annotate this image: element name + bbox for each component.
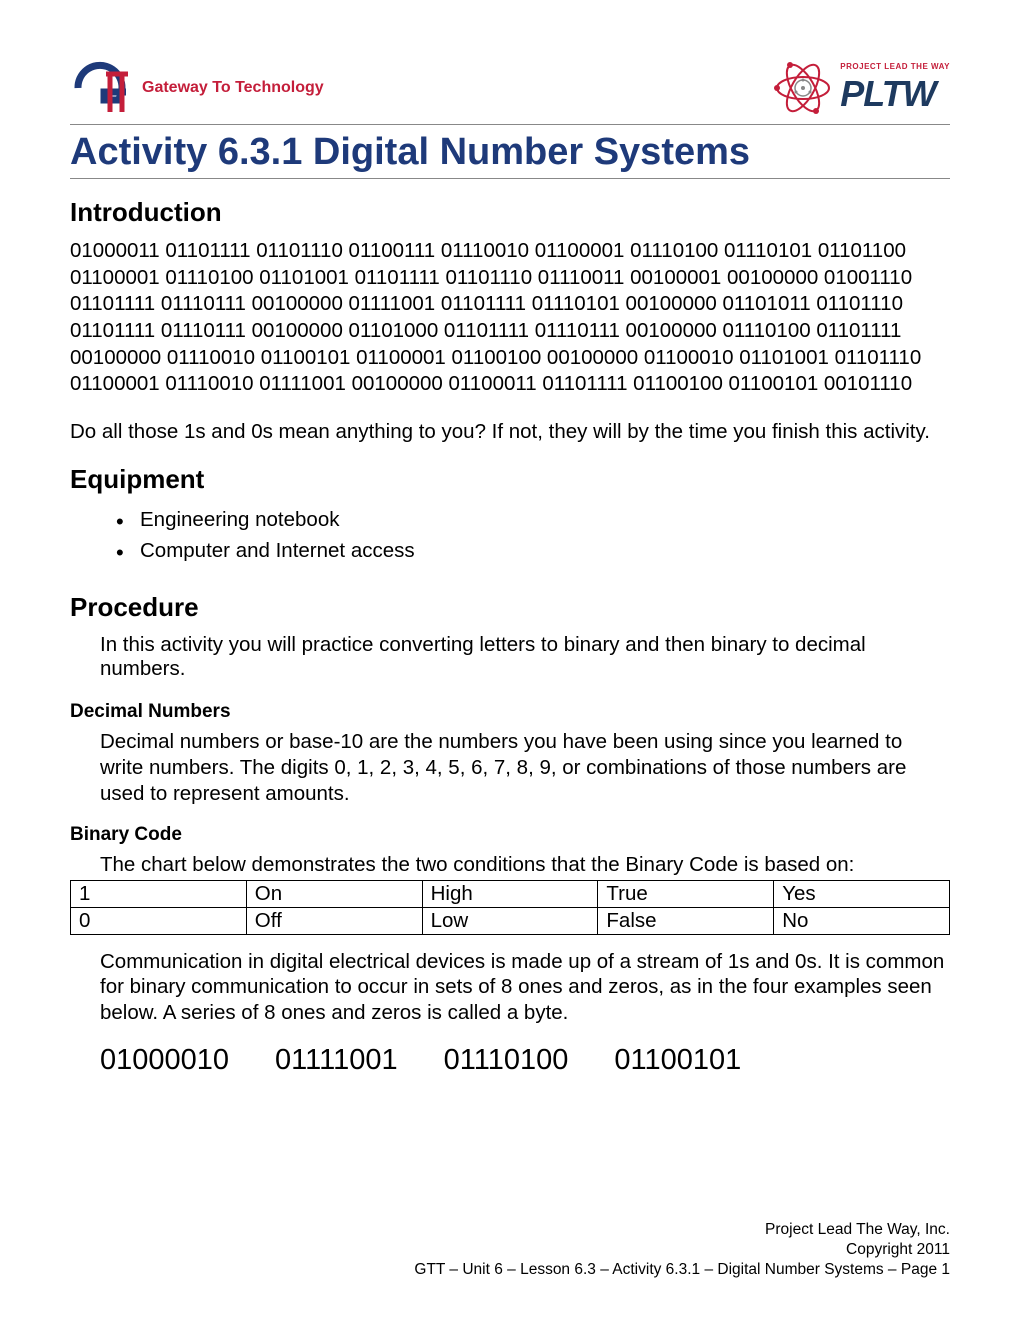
binarycode-intro: The chart below demonstrates the two con… xyxy=(70,852,950,878)
binarycode-subheading: Binary Code xyxy=(70,824,950,846)
equipment-list: Engineering notebook Computer and Intern… xyxy=(70,505,950,567)
table-cell: False xyxy=(598,907,774,934)
table-cell: True xyxy=(598,880,774,907)
gtt-logo: Gateway To Technology xyxy=(70,60,324,116)
footer-line: Copyright 2011 xyxy=(414,1240,950,1260)
gtt-text: Gateway To Technology xyxy=(142,79,324,97)
table-cell: Yes xyxy=(774,880,950,907)
binary-conditions-table: 1 On High True Yes 0 Off Low False No xyxy=(70,880,950,935)
byte-value: 01110100 xyxy=(444,1044,569,1077)
main-title: Activity 6.3.1 Digital Number Systems xyxy=(70,131,950,179)
table-cell: Low xyxy=(422,907,598,934)
procedure-heading: Procedure xyxy=(70,592,950,623)
decimal-subheading: Decimal Numbers xyxy=(70,701,950,723)
equipment-heading: Equipment xyxy=(70,464,950,495)
table-cell: On xyxy=(246,880,422,907)
footer-line: Project Lead The Way, Inc. xyxy=(414,1220,950,1240)
byte-value: 01111001 xyxy=(275,1044,398,1077)
list-item: Engineering notebook xyxy=(140,505,950,536)
communication-text: Communication in digital electrical devi… xyxy=(70,949,950,1026)
header-logos: Gateway To Technology PROJECT LEAD THE W… xyxy=(70,60,950,125)
table-cell: Off xyxy=(246,907,422,934)
decimal-text: Decimal numbers or base-10 are the numbe… xyxy=(70,729,950,806)
bytes-row: 01000010 01111001 01110100 01100101 xyxy=(70,1044,950,1077)
pltw-tagline: PROJECT LEAD THE WAY xyxy=(840,62,950,71)
table-row: 0 Off Low False No xyxy=(71,907,950,934)
table-cell: 0 xyxy=(71,907,247,934)
table-row: 1 On High True Yes xyxy=(71,880,950,907)
byte-value: 01100101 xyxy=(614,1044,741,1077)
table-cell: No xyxy=(774,907,950,934)
page-footer: Project Lead The Way, Inc. Copyright 201… xyxy=(414,1220,950,1280)
byte-value: 01000010 xyxy=(100,1044,229,1077)
intro-text: Do all those 1s and 0s mean anything to … xyxy=(70,420,950,444)
table-cell: 1 xyxy=(71,880,247,907)
procedure-text: In this activity you will practice conve… xyxy=(70,633,950,681)
pltw-text-block: PROJECT LEAD THE WAY PLTW xyxy=(840,62,950,115)
pltw-text: PLTW xyxy=(840,73,950,115)
pltw-logo: PROJECT LEAD THE WAY PLTW xyxy=(772,60,950,116)
intro-heading: Introduction xyxy=(70,197,950,228)
list-item: Computer and Internet access xyxy=(140,536,950,567)
gtt-icon xyxy=(70,60,132,116)
pltw-atom-icon xyxy=(772,60,834,116)
intro-binary-block: 01000011 01101111 01101110 01100111 0111… xyxy=(70,238,950,398)
table-cell: High xyxy=(422,880,598,907)
footer-line: GTT – Unit 6 – Lesson 6.3 – Activity 6.3… xyxy=(414,1260,950,1280)
